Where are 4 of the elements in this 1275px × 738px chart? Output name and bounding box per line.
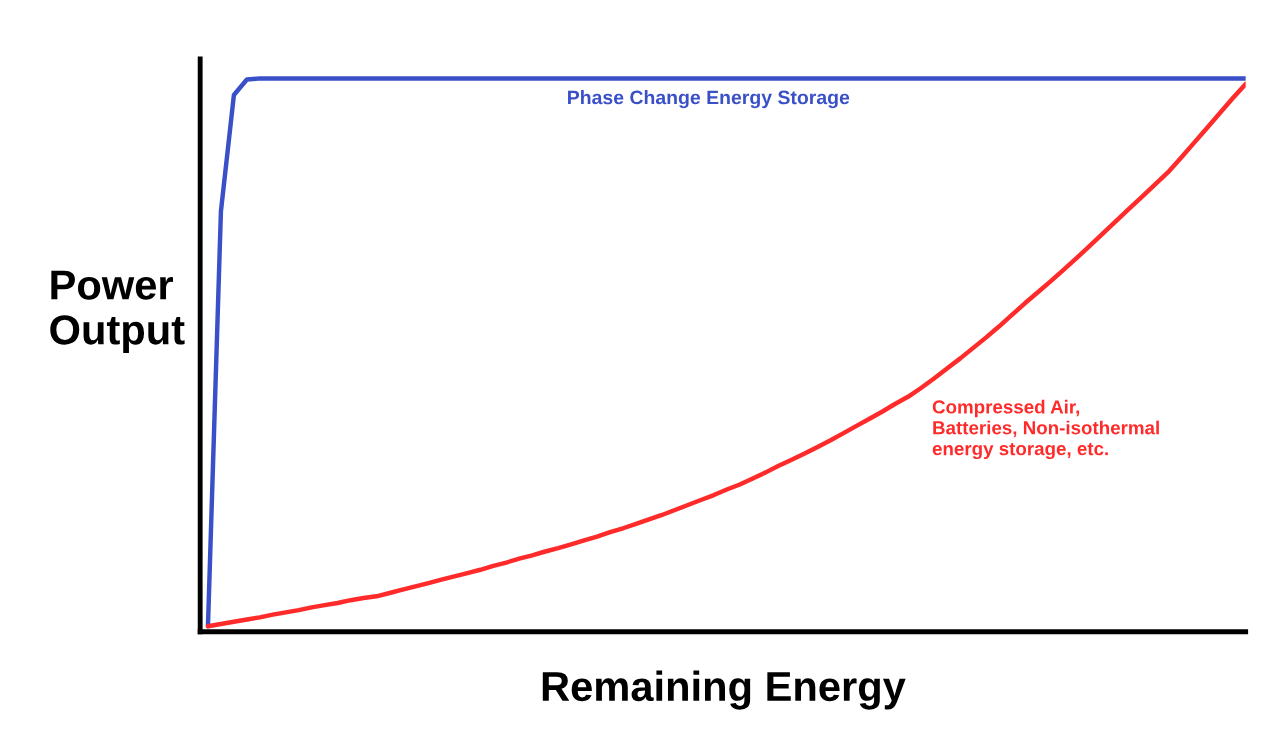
y-axis-title: Power Output (50, 270, 185, 353)
series-label: Phase Change Energy Storage (568, 90, 850, 109)
series-label: Compressed Air, Batteries, Non-isothermal energy storage, etc. (932, 399, 1159, 460)
x-axis-title: Remaining Energy (542, 670, 906, 710)
